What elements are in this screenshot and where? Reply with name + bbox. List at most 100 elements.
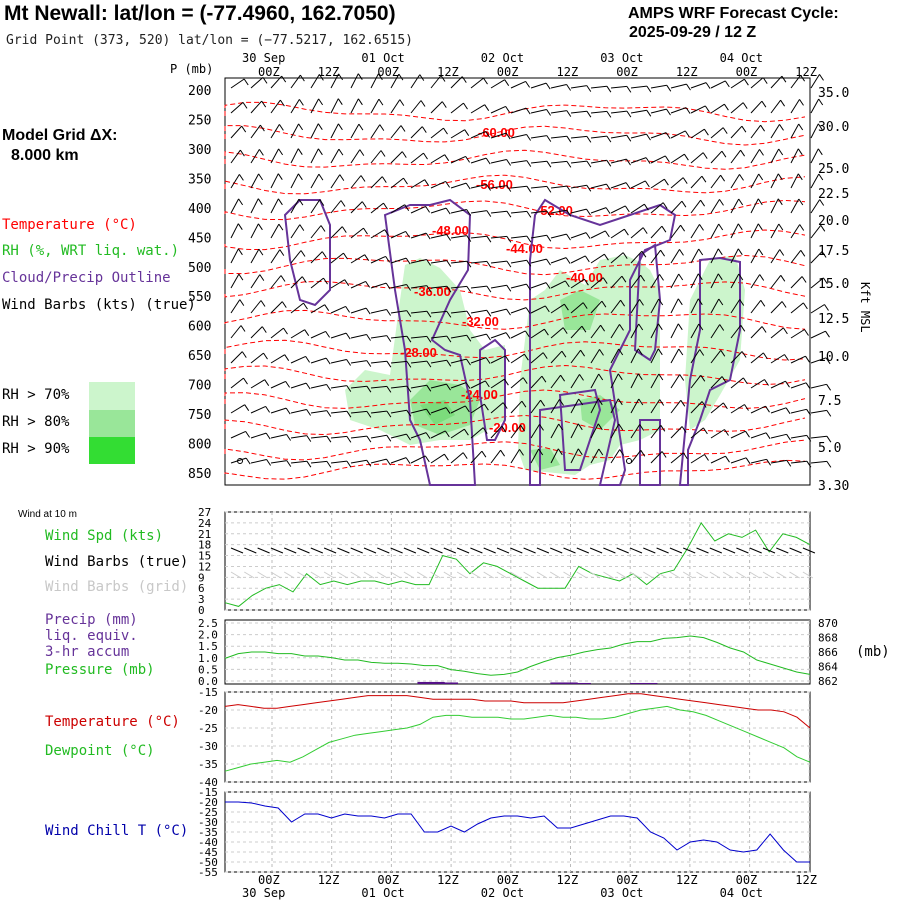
wind10-barb [536, 547, 550, 554]
wind-barb [450, 382, 467, 389]
wind-barb [570, 448, 579, 464]
legend-rh70: RH > 70% [2, 387, 70, 403]
wind-barb-flag [657, 348, 663, 356]
wind-barb [370, 335, 387, 339]
wind-barb [730, 324, 742, 339]
wind-barb-flag [597, 423, 603, 431]
wind-tick-label: 24 [198, 517, 212, 530]
wind-barb [510, 210, 527, 214]
wind-barb-flag [259, 274, 265, 281]
station-title: Mt Newall: lat/lon = (-77.4960, 162.7050… [4, 2, 396, 25]
wind-barb-flag [702, 152, 708, 159]
wind-barb-flag [485, 131, 491, 138]
wind-barb-flag [425, 232, 431, 240]
wind-barb-flag [297, 148, 303, 155]
wind-barb-flag [326, 435, 332, 443]
wind-barb-flag [301, 276, 307, 283]
wind-barb-flag [745, 430, 750, 438]
wind10-barb [802, 547, 816, 554]
wind-barb-flag [446, 360, 452, 367]
wind-barb [270, 99, 281, 114]
wind-barb [470, 104, 485, 114]
wind-barb [470, 427, 484, 439]
wind-barb [590, 85, 607, 89]
wind-barb-flag [546, 235, 552, 242]
wind10-barb [363, 547, 377, 554]
wind-barb [770, 459, 787, 464]
legend-temperature-2: Temperature (°C) [45, 714, 180, 730]
wind10-barb [284, 547, 297, 554]
wind-panel [224, 511, 811, 611]
wind-barb-flag [579, 374, 584, 381]
wind-barb-flag [366, 435, 372, 443]
wind-barb-flag [725, 455, 730, 463]
wind-barb-flag [600, 324, 606, 332]
wind-barb-flag [324, 304, 330, 311]
wind-barb [750, 352, 764, 364]
wind10-grid-barb [629, 571, 641, 579]
wind-barb [390, 360, 407, 364]
wind10-grid-barb [230, 571, 242, 579]
wind10-barb [510, 547, 523, 554]
wind-barb-flag [658, 298, 664, 306]
wind-barb [770, 274, 782, 289]
wind-barb-flag [466, 358, 471, 366]
wind-barb [470, 130, 486, 139]
wind-barb [750, 379, 765, 389]
wind-barb-flag [719, 324, 725, 331]
wind-barb-flag [300, 250, 306, 257]
wind-barb [470, 77, 484, 89]
windchill-tick-label: -40 [198, 836, 218, 849]
wind-barb [370, 360, 387, 364]
wind-barb [290, 250, 302, 264]
wind-barb-flag [263, 352, 268, 360]
wind10-grid-barb [510, 571, 521, 579]
temperature-contour [224, 149, 806, 170]
wind-barb-flag [704, 454, 709, 461]
wind-barb-flag [738, 273, 744, 281]
wind-barb-flag [386, 386, 392, 393]
wind-barb-flag [419, 74, 425, 81]
wind-barb [510, 185, 527, 189]
wind-barb [410, 335, 427, 339]
wind-barb-flag [386, 458, 391, 466]
wind-barb-flag [405, 257, 411, 265]
wind10-barb [696, 547, 709, 554]
wind-barb-flag [799, 224, 805, 231]
wind10-grid-barb [762, 571, 774, 579]
wind-barb-flag [765, 405, 770, 413]
wind-barb-flag [444, 430, 450, 438]
wind-barb [590, 159, 607, 164]
wind-barb [490, 402, 504, 414]
bottom-time-tick: 00Z [258, 873, 280, 887]
rh80-region [530, 448, 560, 470]
wind-barb [350, 410, 367, 414]
wind-barb [590, 423, 599, 439]
wind-barb [350, 360, 367, 364]
wind-barb [250, 432, 267, 439]
precip-tick-label: 1.0 [198, 652, 218, 665]
wind-barb [490, 355, 506, 364]
wind10-barb [736, 547, 749, 554]
wind-barb-flag [682, 177, 688, 184]
wind-barb [370, 385, 387, 389]
wind-barb-flag [485, 157, 491, 165]
temperature-panel [224, 691, 811, 783]
wind-barb [370, 176, 383, 189]
wind-barb [370, 434, 387, 439]
wind-barb [650, 178, 665, 189]
grid-point-subtitle: Grid Point (373, 520) lat/lon = (−77.521… [6, 33, 413, 48]
wind-barb-flag [319, 199, 325, 206]
wind-barb-flag [700, 199, 706, 207]
wind-barb-flag [739, 174, 744, 181]
bottom-time-tick: 12Z [795, 873, 817, 887]
wind10-barb [297, 547, 310, 554]
wind-barb-flag [784, 354, 789, 361]
wind-barb-flag [620, 299, 626, 307]
wind-barb [390, 99, 401, 114]
wind-barb-flag [264, 379, 270, 386]
wind-barb [810, 383, 827, 389]
wind-barb-flag [446, 260, 452, 267]
wind-barb-flag [701, 401, 707, 408]
wind-barb [270, 460, 287, 464]
